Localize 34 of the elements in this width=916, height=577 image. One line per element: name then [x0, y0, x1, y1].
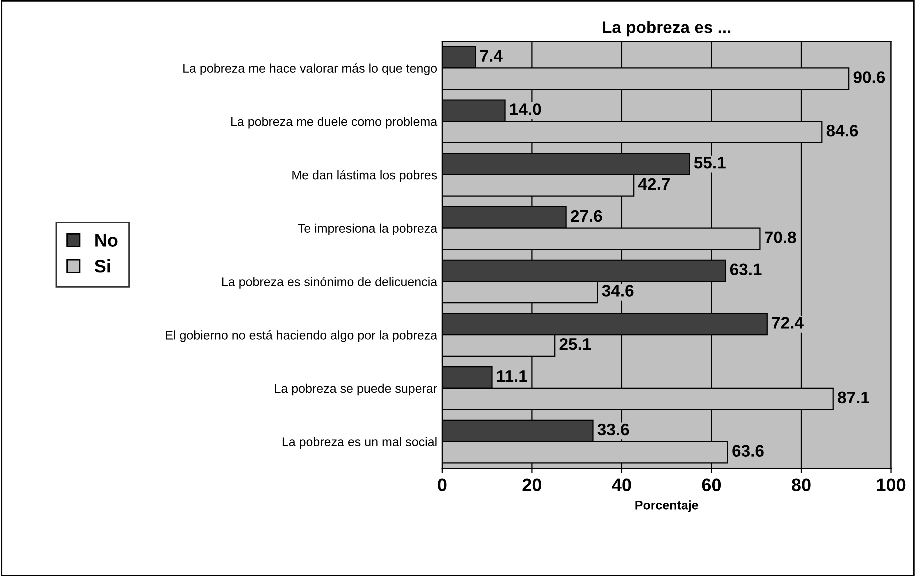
data-label: 63.1	[730, 264, 762, 276]
data-label: 14.0	[510, 104, 542, 116]
x-tick-label: 100	[877, 478, 906, 492]
data-label: 33.6	[598, 424, 630, 436]
y-tick-label: El gobierno no está haciendo algo por la pobreza	[166, 330, 438, 342]
legend-label: Si	[94, 260, 110, 273]
data-label: 42.7	[638, 178, 670, 190]
y-tick-label: Me dan lástima los pobres	[292, 170, 438, 182]
y-tick-label: Te impresiona la pobreza	[298, 224, 438, 236]
x-tick-label: 40	[612, 478, 632, 492]
data-label: 87.1	[838, 392, 870, 404]
x-axis-title: Porcentaje	[636, 500, 698, 512]
data-label: 7.4	[480, 50, 503, 62]
x-tick-label: 0	[438, 478, 447, 492]
data-label: 70.8	[765, 232, 796, 244]
data-label: 72.4	[772, 317, 804, 329]
data-label: 84.6	[826, 124, 858, 137]
y-tick-label: La pobreza es un mal social	[282, 437, 437, 449]
chart-title: La pobreza es ...	[603, 21, 731, 37]
data-label: 90.6	[854, 72, 886, 84]
y-tick-label: La pobreza es sinónimo de delicuencia	[222, 277, 438, 289]
x-tick-label: 60	[702, 478, 722, 492]
x-tick-label: 20	[522, 478, 542, 492]
y-tick-label: La pobreza me hace valorar más lo que tengo	[184, 64, 438, 76]
data-label: 34.6	[602, 285, 634, 297]
legend-label: No	[96, 234, 118, 247]
data-label: 25.1	[560, 338, 592, 350]
data-label: 11.1	[497, 370, 528, 382]
data-label: 27.6	[571, 210, 602, 222]
y-tick-label: La pobreza se puede superar	[275, 384, 438, 396]
data-label: 55.1	[694, 157, 726, 169]
data-label: 63.6	[732, 445, 764, 458]
x-tick-label: 80	[792, 478, 811, 492]
y-tick-label: La pobreza me duele como problema	[232, 117, 438, 129]
